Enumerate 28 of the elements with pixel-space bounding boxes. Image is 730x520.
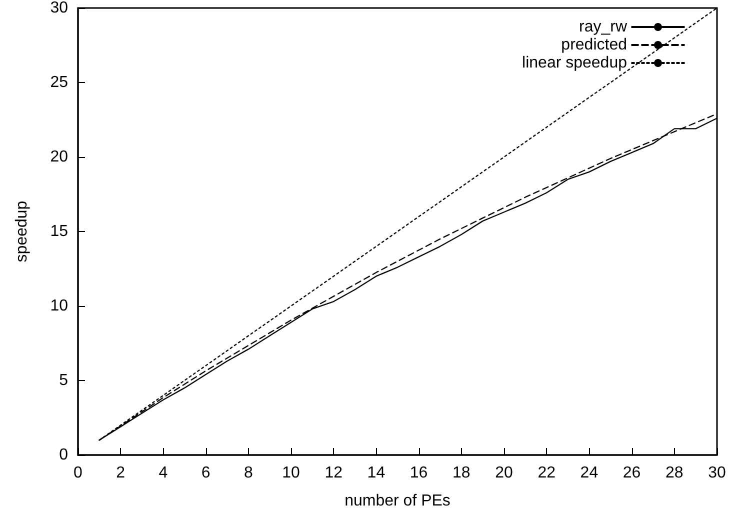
x-tick-label: 8 [244,464,253,482]
y-tick-label: 5 [59,372,68,389]
legend-label: linear speedup [522,54,628,72]
x-tick-label: 14 [367,464,386,482]
y-tick-label: 25 [50,74,68,91]
x-tick-label: 12 [324,464,343,482]
x-tick-label: 30 [708,464,726,482]
y-tick-label: 10 [50,298,68,314]
legend-label: predicted [561,36,627,54]
x-tick-label: 20 [495,464,513,482]
x-tick-label: 28 [666,464,684,482]
x-tick-label: 22 [538,464,556,482]
y-tick-label: 30 [50,0,68,16]
x-tick-label: 24 [580,464,598,482]
legend-label: ray_rw [578,18,628,36]
y-axis-title: speedup [14,200,30,262]
x-tick-label: 2 [116,464,126,482]
x-axis-title: number of PEs [344,492,450,510]
x-tick-label: 6 [201,464,210,482]
x-tick-label: 16 [410,464,428,482]
x-tick-label: 18 [452,464,470,482]
x-tick-label: 4 [158,464,168,482]
x-tick-label: 0 [74,464,83,482]
x-tick-label: 26 [622,464,641,482]
y-tick-label: 0 [59,446,68,464]
x-tick-label: 10 [282,464,300,482]
y-tick-label: 20 [50,148,68,166]
y-tick-label: 15 [50,223,68,240]
